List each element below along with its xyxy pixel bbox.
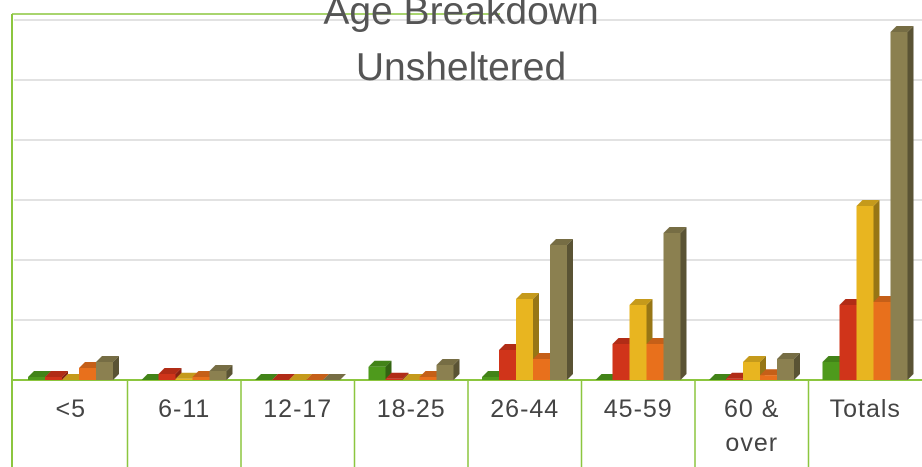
chart-title: Age Breakdown Unsheltered [323,0,599,89]
bar-top [385,372,409,379]
x-tick-label: 26-44 [490,395,560,423]
bar [209,371,227,380]
bar [663,233,681,380]
bar [385,378,403,380]
bar [612,344,630,380]
bar [743,362,760,380]
bar-side [113,356,119,380]
bar-top [272,374,295,380]
bar-top [306,374,329,380]
bar-side [453,359,460,380]
bar-top [158,368,182,374]
bar [856,206,874,380]
bar-top [368,360,392,367]
bar [419,377,437,380]
bar-top [436,359,460,365]
x-tick-label: 6-11 [158,395,211,423]
bar [436,365,454,380]
bar-top [516,293,539,299]
bar [516,299,533,380]
bar-top [709,374,732,380]
bar [96,362,113,380]
bar-top [856,200,880,206]
bar [873,302,891,380]
bar-side [175,368,182,380]
bar [79,368,96,380]
bar [890,32,908,380]
bar [533,359,550,380]
bar [192,377,210,380]
bar [839,305,857,380]
bar-top [743,356,766,362]
bar-top [289,374,312,380]
bar-top [96,356,119,362]
bar [158,374,176,380]
bar [45,377,62,380]
bar [28,377,45,380]
bar-side [62,371,68,380]
bar-side [794,353,800,380]
bar [646,344,664,380]
bar-top [323,374,346,380]
bar-top [890,26,914,32]
bar [777,359,794,380]
bar-top [629,299,653,305]
bar [726,378,743,380]
x-tick-label: <5 [55,395,86,423]
bar-side [402,372,409,380]
bar-top [550,239,573,245]
bar [822,362,840,380]
bar-top [209,365,233,371]
bar-top [45,371,68,377]
bar [482,377,499,380]
bar [760,375,777,380]
bar [368,366,386,380]
bar-side [907,26,914,380]
bar [629,305,647,380]
bar-side [680,227,687,380]
bar-side [226,365,233,380]
x-tick-label: 18-25 [376,395,446,423]
bar-top [28,371,51,377]
bar [499,350,516,380]
x-tick-label: 12-17 [263,395,333,423]
x-tick-label: 45-59 [603,395,673,423]
bar-top [663,227,687,233]
bar [550,245,567,380]
bar-top [777,353,800,359]
x-tick-label: 60 & over [724,395,780,457]
x-tick-label: Totals [829,395,901,423]
bar-top [255,374,278,380]
bar-side [567,239,573,380]
bar [175,378,193,380]
